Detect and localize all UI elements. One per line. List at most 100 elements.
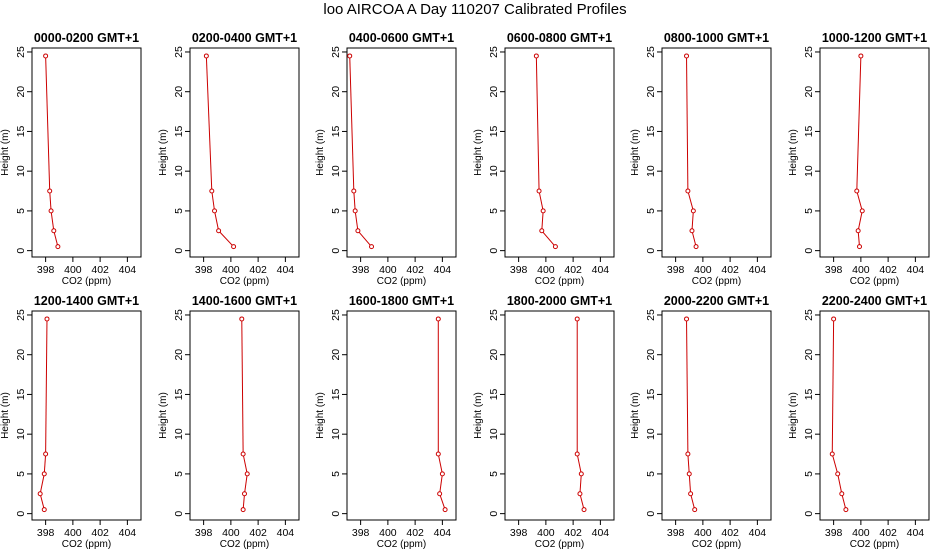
x-axis-label: CO2 (ppm): [535, 276, 584, 287]
profile-line-segment: [354, 210, 359, 231]
x-tick-label: 402: [249, 264, 267, 276]
x-axis-label: CO2 (ppm): [850, 539, 899, 550]
data-point: [43, 53, 49, 59]
x-tick-label: 400: [694, 527, 712, 539]
x-tick-label: 402: [879, 527, 897, 539]
profile-chart: 0000-0200 GMT+1 398 400 402 404 0 5 10 15 20 25 CO2…: [0, 31, 142, 287]
x-tick-label: 398: [825, 527, 843, 539]
y-tick-label: 0: [645, 248, 657, 254]
y-tick-label: 25: [803, 309, 815, 321]
profile-chart: 2200-2400 GMT+1 398 400 402 404 0 5 10 15 20 25 CO2…: [788, 294, 930, 550]
x-tick-label: 402: [249, 527, 267, 539]
data-point: [581, 507, 587, 513]
profile-line-segment: [535, 55, 540, 192]
plot-frame: [189, 310, 300, 521]
y-tick-label: 10: [330, 165, 342, 177]
x-tick-label: 402: [564, 527, 582, 539]
y-tick-label: 15: [645, 388, 657, 400]
profile-line-segment: [43, 454, 47, 474]
chart-title: 0600-0800 GMT+1: [507, 31, 612, 45]
profile-line-segment: [579, 493, 585, 510]
profile-line-segment: [579, 473, 582, 494]
data-point: [684, 316, 690, 322]
data-point: [857, 244, 863, 250]
x-tick-label: 404: [749, 264, 767, 276]
x-tick-label: 398: [352, 527, 370, 539]
data-point: [574, 316, 580, 322]
data-point: [858, 53, 864, 59]
y-tick-label: 0: [173, 248, 185, 254]
data-point: [55, 244, 61, 250]
profile-line-segment: [211, 190, 216, 211]
x-tick-label: 402: [91, 527, 109, 539]
y-tick-label: 5: [645, 208, 657, 214]
data-point: [352, 208, 358, 214]
y-axis-label: Height (m): [473, 129, 484, 176]
chart-title: 1800-2000 GMT+1: [507, 294, 612, 308]
x-tick-label: 404: [592, 527, 610, 539]
data-point: [231, 244, 237, 250]
profile-line-segment: [831, 318, 835, 455]
data-point: [439, 471, 445, 477]
x-tick-label: 398: [667, 264, 685, 276]
y-tick-label: 0: [15, 511, 27, 517]
y-axis-label: Height (m): [788, 392, 799, 439]
x-tick-label: 398: [667, 527, 685, 539]
data-point: [203, 53, 209, 59]
data-point: [552, 244, 558, 250]
y-tick-label: 5: [330, 208, 342, 214]
chart-title: 1600-1800 GMT+1: [349, 294, 454, 308]
plot-frame: [819, 310, 930, 521]
x-axis-label: CO2 (ppm): [377, 539, 426, 550]
data-point: [41, 471, 47, 477]
x-tick-label: 404: [119, 527, 137, 539]
profile-line-segment: [690, 493, 696, 510]
profile-line-segment: [242, 493, 245, 510]
chart-title: 2200-2400 GMT+1: [822, 294, 927, 308]
profile-line-segment: [214, 210, 220, 231]
data-point: [347, 53, 353, 59]
profile-chart: 0400-0600 GMT+1 398 400 402 404 0 5 10 15 20 25 CO2…: [315, 31, 457, 287]
profile-line-segment: [45, 55, 51, 192]
profile-line-segment: [39, 473, 45, 494]
x-tick-label: 398: [195, 527, 213, 539]
data-point: [351, 188, 357, 194]
data-point: [536, 188, 542, 194]
y-tick-label: 5: [803, 471, 815, 477]
chart-title: 0200-0400 GMT+1: [192, 31, 297, 45]
x-tick-label: 402: [564, 264, 582, 276]
profile-line-segment: [687, 190, 694, 212]
plot-frame: [31, 47, 142, 258]
y-axis-label: Height (m): [630, 392, 641, 439]
profile-line-segment: [691, 210, 694, 231]
y-tick-label: 0: [488, 248, 500, 254]
profile-line-segment: [439, 493, 446, 510]
data-point: [43, 451, 49, 457]
profile-chart: 1400-1600 GMT+1 398 400 402 404 0 5 10 15 20 25 CO2…: [158, 294, 300, 550]
data-point: [689, 228, 695, 234]
x-tick-label: 402: [91, 264, 109, 276]
profile-line-segment: [39, 493, 45, 510]
y-tick-label: 15: [15, 388, 27, 400]
x-tick-label: 402: [721, 527, 739, 539]
profile-line-segment: [686, 55, 689, 192]
y-tick-label: 0: [803, 248, 815, 254]
x-axis-label: CO2 (ppm): [377, 276, 426, 287]
y-tick-label: 25: [15, 309, 27, 321]
y-tick-label: 20: [645, 86, 657, 98]
y-tick-label: 10: [645, 165, 657, 177]
y-tick-label: 0: [488, 511, 500, 517]
chart-title: 1400-1600 GMT+1: [192, 294, 297, 308]
x-tick-label: 400: [537, 527, 555, 539]
data-point: [533, 53, 539, 59]
y-tick-label: 0: [330, 511, 342, 517]
profile-line-segment: [576, 453, 582, 475]
profile-line-segment: [353, 191, 356, 211]
profile-line-segment: [218, 230, 234, 248]
profile-line-segment: [688, 473, 692, 494]
chart-title: 1200-1400 GMT+1: [34, 294, 139, 308]
y-tick-label: 20: [645, 349, 657, 361]
data-point: [835, 471, 841, 477]
data-point: [44, 316, 50, 322]
x-tick-label: 404: [119, 264, 137, 276]
